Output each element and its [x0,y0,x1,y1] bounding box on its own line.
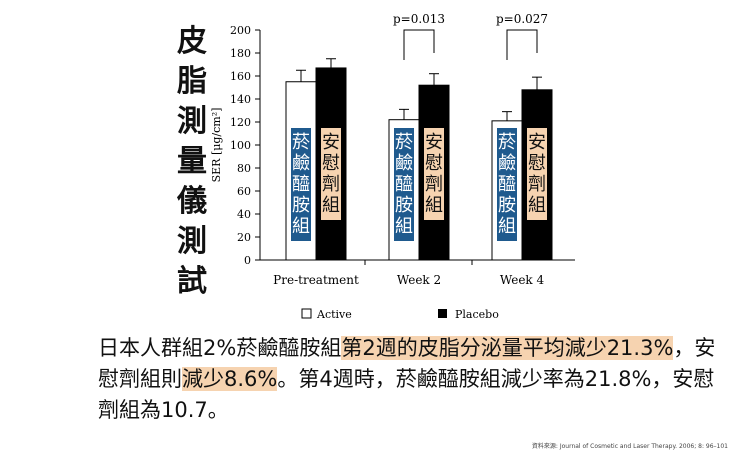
active-label-char: 胺 [498,195,516,216]
placebo-label-char: 慰 [528,153,546,174]
y-tick-label: 80 [237,162,251,175]
placebo-label-char: 安 [425,132,443,153]
source-citation: 資料來源: Journal of Cosmetic and Laser Ther… [531,443,728,450]
y-tick-label: 160 [230,70,251,83]
x-tick-label: Week 2 [397,273,441,287]
placebo-label-char: 劑 [322,174,340,195]
side-title-char: 量 [177,144,207,179]
y-axis-label: SER [μg/cm²] [210,108,223,183]
side-title-char: 測 [177,224,207,259]
active-label-char: 組 [395,216,413,237]
summary-text: ，安慰劑組則 [98,336,716,391]
active-label-char: 醯 [498,174,516,195]
active-label-char: 組 [292,216,310,237]
y-tick-label: 120 [230,116,251,129]
side-title-char: 皮 [177,24,207,59]
y-tick-label: 200 [230,24,251,37]
significance-bracket [403,29,435,60]
placebo-label-char: 劑 [528,174,546,195]
active-label-char: 菸 [395,132,413,153]
y-tick-label: 20 [237,231,251,244]
active-label-char: 鹼 [395,153,413,174]
active-label-char: 菸 [498,132,516,153]
significance-bracket [506,29,538,60]
side-title: 皮 脂 測 量 儀 測 試 [174,22,210,302]
side-title-char: 試 [177,264,207,299]
y-tick-label: 140 [230,93,251,106]
summary-highlight: 減少8.6% [182,367,278,391]
placebo-label-char: 慰 [322,153,340,174]
placebo-label-char: 組 [528,195,546,216]
x-tick-label: Week 4 [500,273,545,287]
active-label-char: 胺 [395,195,413,216]
active-label-char: 鹼 [292,153,310,174]
summary-paragraph: 日本人群組2%菸鹼醯胺組第2週的皮脂分泌量平均減少21.3%，安慰劑組則減少8.… [98,333,718,426]
legend-label-active: Active [316,308,352,321]
legend-label-placebo: Placebo [455,308,499,321]
y-tick-label: 0 [244,254,251,267]
summary-text: 日本人群組2%菸鹼醯胺組 [98,336,342,360]
placebo-label-box [424,128,444,220]
placebo-label-char: 組 [425,195,443,216]
active-label-box [394,128,414,241]
active-label-char: 醯 [292,174,310,195]
placebo-label-char: 安 [528,132,546,153]
y-tick-label: 60 [237,185,251,198]
legend-swatch-placebo [438,309,447,318]
placebo-label-char: 劑 [425,174,443,195]
summary-highlight: 第2週的皮脂分泌量平均減少21.3% [341,336,674,360]
placebo-label-box [321,128,341,220]
y-tick-label: 100 [230,139,251,152]
bar-chart: 0 20 40 60 80 100 120 140 160 180 200 SER [μg/cm²] 菸… [210,12,575,321]
placebo-label-char: 慰 [425,153,443,174]
placebo-label-char: 安 [322,132,340,153]
active-label-char: 菸 [292,132,310,153]
placebo-label-box [527,128,547,220]
active-label-box [291,128,311,241]
x-tick-label: Pre-treatment [273,273,359,287]
p-value-label: p=0.027 [496,12,548,26]
placebo-label-char: 組 [322,195,340,216]
legend-swatch-active [301,308,312,319]
active-label-char: 胺 [292,195,310,216]
active-label-char: 醯 [395,174,413,195]
p-value-label: p=0.013 [393,12,445,26]
side-title-char: 測 [177,104,207,139]
y-tick-label: 40 [237,208,251,221]
side-title-char: 儀 [177,184,207,219]
summary-text: 。第4週時，菸鹼醯胺組減少率為21.8%，安慰劑組為10.7。 [98,367,715,422]
active-label-char: 鹼 [498,153,516,174]
active-label-box [497,128,517,241]
y-tick-label: 180 [230,47,251,60]
active-label-char: 組 [498,216,516,237]
side-title-char: 脂 [177,64,207,99]
